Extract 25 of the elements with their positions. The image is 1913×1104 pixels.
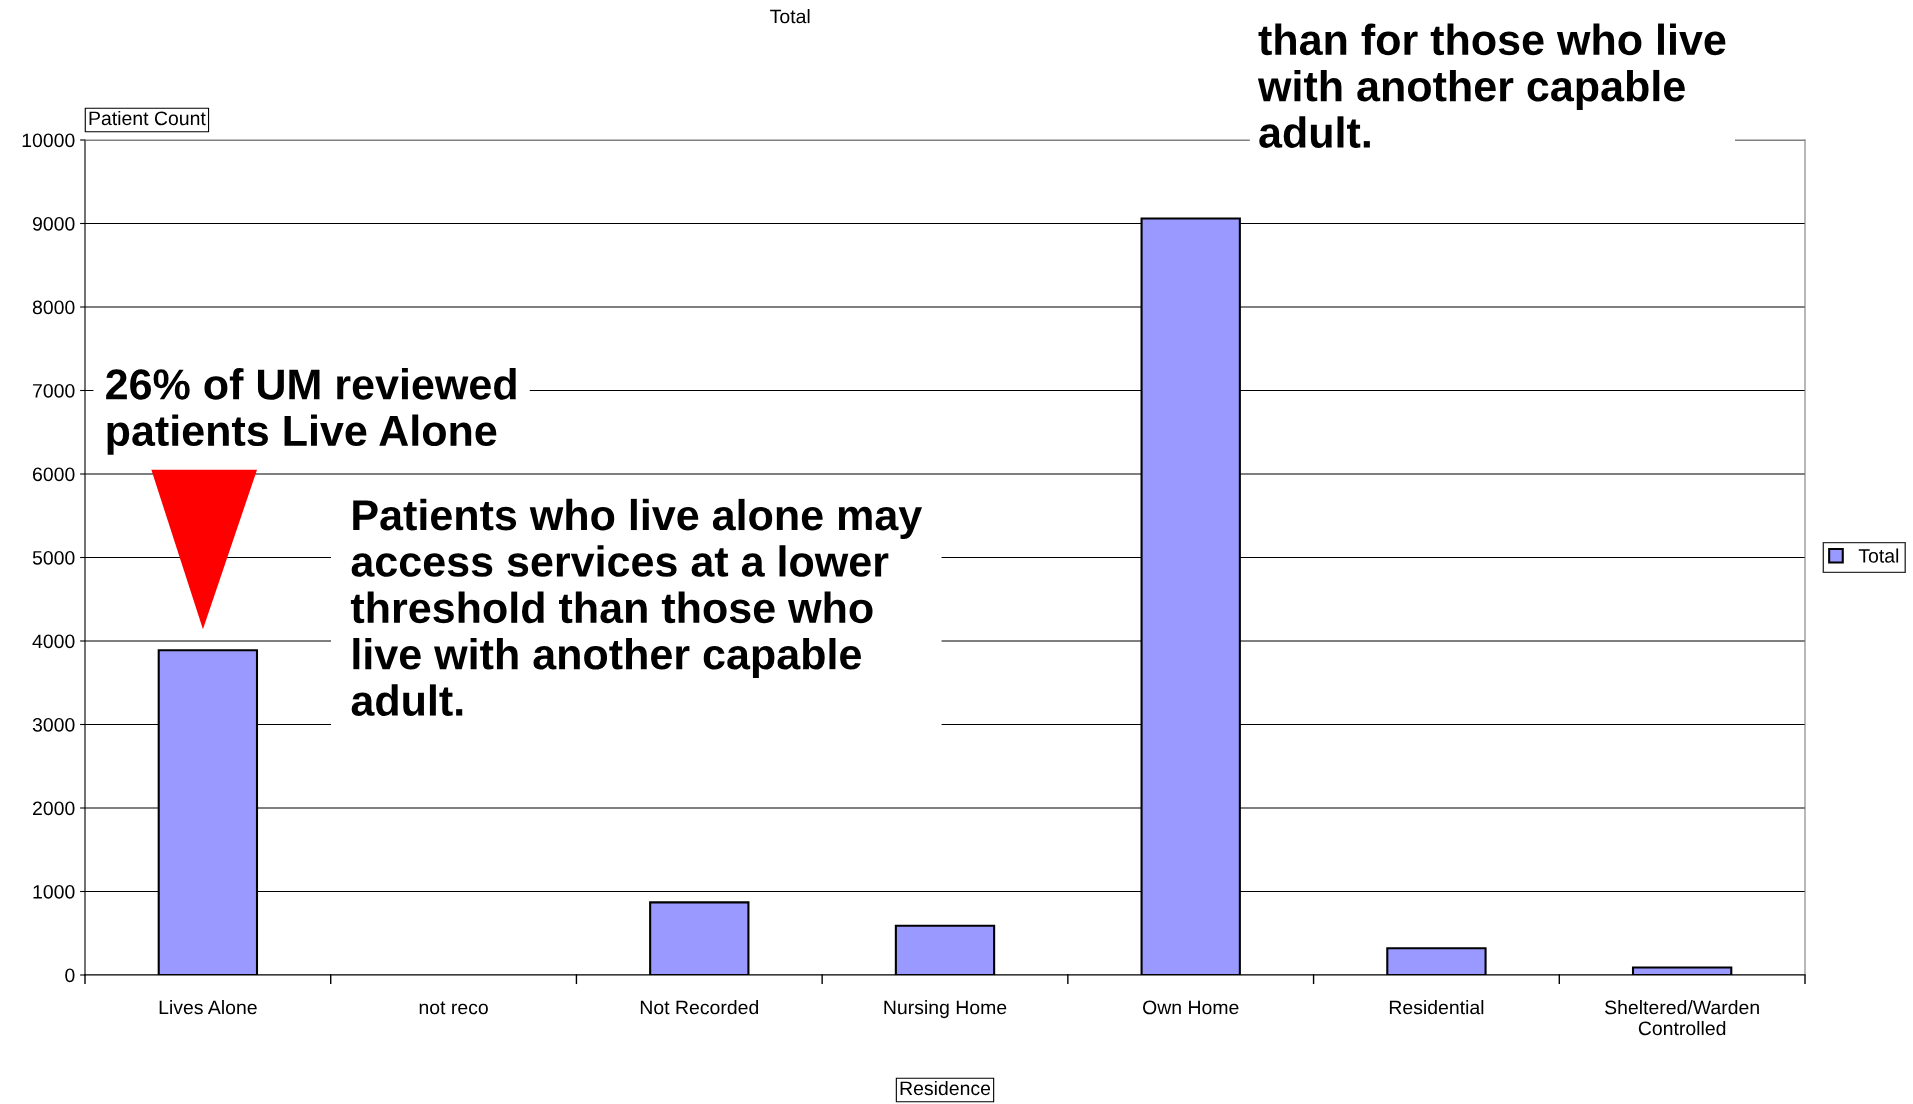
y-tick-label: 7000: [33, 383, 75, 398]
x-tick-label: Nursing Home: [884, 1000, 1007, 1019]
y-tick-label: 3000: [32, 717, 75, 732]
legend-label: Total: [1858, 548, 1899, 563]
annotation: 26% of UM reviewed patients Live Alone: [106, 368, 516, 455]
y-tick-label: 10000: [22, 133, 75, 148]
y-tick-label: 0: [65, 968, 75, 983]
x-axis-title: Residence: [900, 1080, 991, 1096]
x-tick-label: not reco: [419, 1001, 488, 1015]
x-tick-label: Own Home: [1143, 1000, 1239, 1015]
chart-title: Total: [770, 9, 810, 24]
y-tick-label: 4000: [32, 634, 75, 649]
y-tick-label: 5000: [32, 550, 75, 565]
y-tick-label: 9000: [32, 216, 75, 231]
x-tick-label: Residential: [1389, 1000, 1484, 1015]
x-tick-label: Sheltered/Warden Controlled: [1605, 1000, 1759, 1036]
y-axis-title: Patient Count: [89, 110, 206, 126]
annotation: than for those who live with another capable adult.: [1257, 23, 1726, 148]
y-tick-label: 1000: [33, 884, 75, 899]
annotation: Patients who live alone may access services at a lower threshold than those who live with another capable adult.: [350, 498, 923, 716]
x-tick-label: Not Recorded: [640, 1000, 759, 1015]
y-tick-label: 2000: [33, 801, 75, 816]
y-tick-label: 6000: [33, 467, 75, 482]
y-tick-label: 8000: [32, 300, 75, 315]
x-tick-label: Lives Alone: [159, 1000, 257, 1015]
